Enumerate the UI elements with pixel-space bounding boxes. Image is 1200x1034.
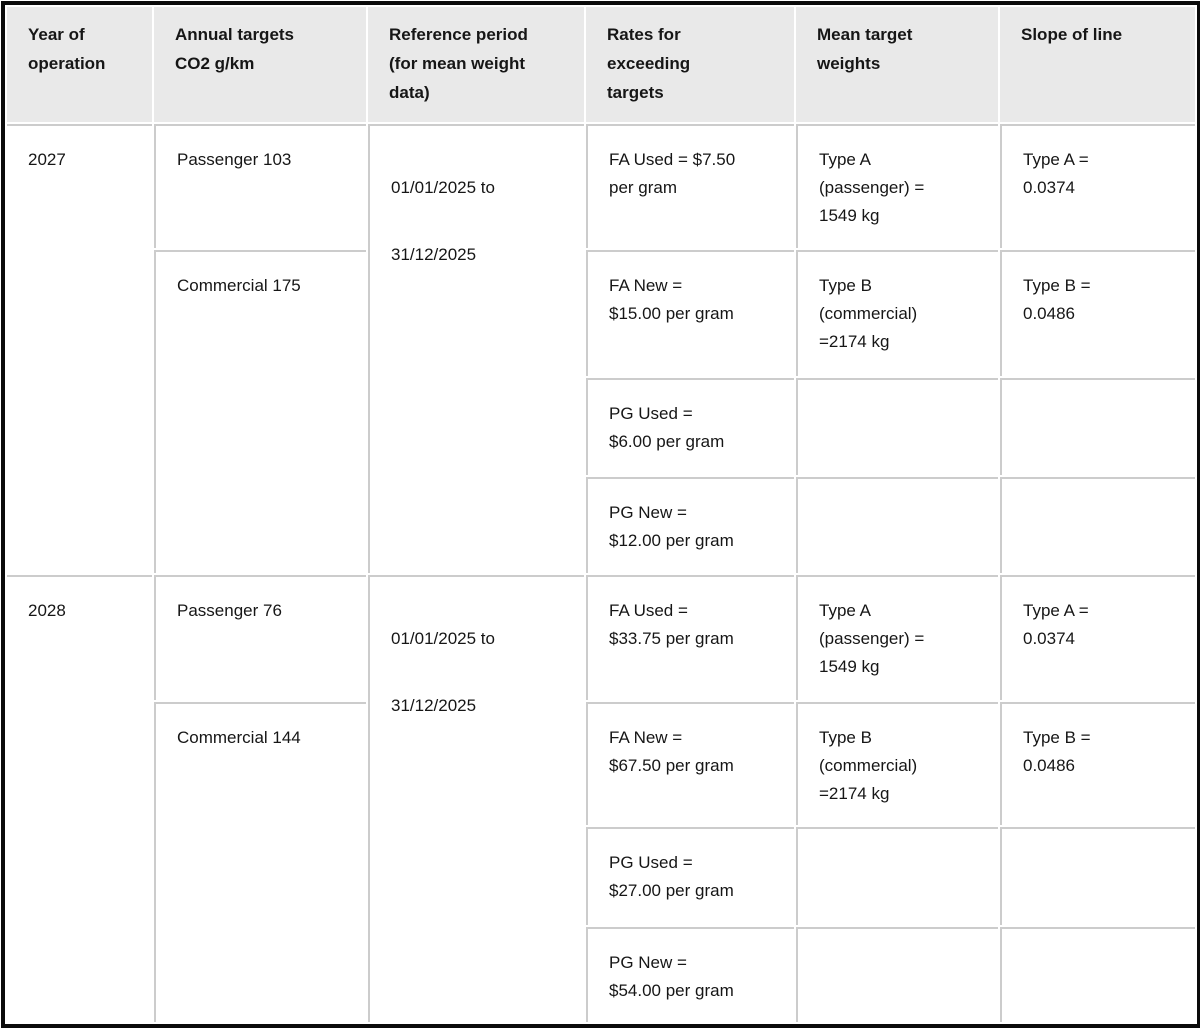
cell-mean-weight-type-b-2028: Type B (commercial) =2174 kg (796, 702, 998, 825)
cell-rate-pg-new-2028: PG New = $54.00 per gram (586, 927, 794, 1022)
cell-mean-weight-type-a-2028: Type A (passenger) = 1549 kg (796, 575, 998, 700)
reference-period-line1: 01/01/2025 to (391, 629, 495, 648)
cell-slope-type-b-2027: Type B = 0.0486 (1000, 250, 1195, 376)
reference-period-line1: 01/01/2025 to (391, 178, 495, 197)
cell-annual-target-passenger-2027: Passenger 103 (154, 124, 366, 248)
header-rates: Rates for exceeding targets (586, 7, 794, 122)
table-row: Commercial 175 FA New = $15.00 per gram … (7, 250, 1195, 573)
cell-empty-mean-weight-2028 (796, 827, 998, 925)
table-row: PG Used = $27.00 per gram (7, 827, 1195, 925)
reference-period-line2: 31/12/2025 (391, 696, 477, 715)
cell-annual-target-commercial-2027: Commercial 175 (154, 250, 366, 573)
cell-rate-fa-used-2028: FA Used = $33.75 per gram (586, 575, 794, 700)
header-year: Year of operation (7, 7, 152, 122)
cell-slope-type-a-2028: Type A = 0.0374 (1000, 575, 1195, 700)
table-row: PG Used = $6.00 per gram (7, 378, 1195, 475)
cell-annual-target-commercial-2028: Commercial 144 (154, 702, 366, 1022)
header-mean-weights: Mean target weights (796, 7, 998, 122)
cell-empty-mean-weight-2027 (796, 477, 998, 573)
cell-annual-target-passenger-2028: Passenger 76 (154, 575, 366, 700)
cell-slope-type-a-2027: Type A = 0.0374 (1000, 124, 1195, 248)
header-slope: Slope of line (1000, 7, 1195, 122)
cell-empty-slope-2027 (1000, 378, 1195, 475)
table-row: Commercial 144 FA New = $67.50 per gram … (7, 702, 1195, 1022)
cell-rate-fa-new-2028: FA New = $67.50 per gram (586, 702, 794, 825)
cell-slope-type-b-2028: Type B = 0.0486 (1000, 702, 1195, 825)
cell-empty-slope-2028 (1000, 927, 1195, 1022)
table-row: 2027 Passenger 103 01/01/2025 to 31/12/2… (7, 124, 1195, 573)
cell-mean-weight-type-b-2027: Type B (commercial) =2174 kg (796, 250, 998, 376)
cell-year-2028: 2028 (7, 575, 152, 1022)
cell-reference-period-2028: 01/01/2025 to 31/12/2025 (368, 575, 584, 1022)
reference-period-line2: 31/12/2025 (391, 245, 477, 264)
cell-rate-pg-new-2027: PG New = $12.00 per gram (586, 477, 794, 573)
header-annual-targets: Annual targets CO2 g/km (154, 7, 366, 122)
cell-rate-pg-used-2027: PG Used = $6.00 per gram (586, 378, 794, 475)
cell-mean-weight-type-a-2027: Type A (passenger) = 1549 kg (796, 124, 998, 248)
cell-empty-mean-weight-2028 (796, 927, 998, 1022)
table-row: 2028 Passenger 76 01/01/2025 to 31/12/20… (7, 575, 1195, 1022)
cell-rate-fa-new-2027: FA New = $15.00 per gram (586, 250, 794, 376)
header-reference-period: Reference period (for mean weight data) (368, 7, 584, 122)
header-row: Year of operation Annual targets CO2 g/k… (7, 7, 1195, 122)
table-row: PG New = $54.00 per gram (7, 927, 1195, 1022)
cell-empty-mean-weight-2027 (796, 378, 998, 475)
cell-year-2027: 2027 (7, 124, 152, 573)
cell-rate-pg-used-2028: PG Used = $27.00 per gram (586, 827, 794, 925)
cell-empty-slope-2028 (1000, 827, 1195, 925)
cell-rate-fa-used-2027: FA Used = $7.50 per gram (586, 124, 794, 248)
cell-reference-period-2027: 01/01/2025 to 31/12/2025 (368, 124, 584, 573)
table-row: PG New = $12.00 per gram (7, 477, 1195, 573)
cell-empty-slope-2027 (1000, 477, 1195, 573)
